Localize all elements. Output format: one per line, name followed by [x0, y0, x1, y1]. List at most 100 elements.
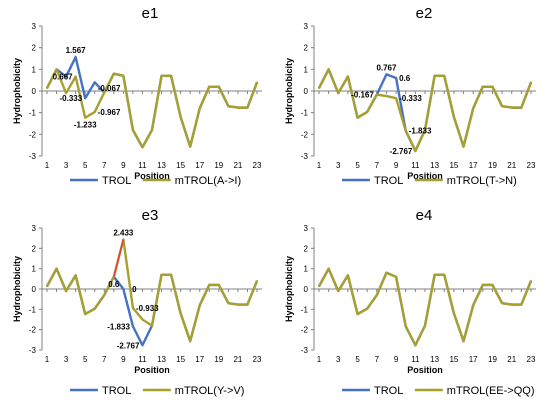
data-point-trol — [141, 344, 144, 347]
data-point-mtrol — [347, 75, 349, 78]
data-point-mtrol — [198, 107, 201, 110]
data-point-mtrol — [227, 105, 230, 107]
x-tick-label: 5 — [83, 355, 88, 364]
data-point-mtrol — [404, 129, 407, 132]
data-label: 0.667 — [53, 73, 74, 82]
data-point-trol — [122, 288, 125, 290]
y-tick-label: -2 — [29, 326, 37, 335]
data-point-trol — [385, 73, 388, 76]
data-point-mtrol — [404, 325, 407, 328]
data-point-mtrol — [256, 81, 258, 84]
data-point-mtrol — [179, 116, 182, 118]
data-point-mtrol — [113, 72, 115, 75]
data-point-mtrol — [366, 307, 368, 310]
legend-label-trol: TROL — [374, 385, 403, 397]
data-point-mtrol — [141, 146, 144, 149]
data-point-mtrol — [132, 129, 134, 131]
y-tick-label: -3 — [29, 346, 37, 355]
y-tick-label: 1 — [32, 65, 37, 74]
x-tick-label: 7 — [375, 355, 380, 364]
data-point-mtrol — [453, 312, 455, 315]
chart-title: e1 — [142, 5, 159, 22]
x-tick-label: 1 — [45, 161, 50, 170]
x-tick-label: 3 — [336, 355, 341, 364]
data-point-mtrol — [510, 106, 513, 109]
y-tick-label: 2 — [304, 244, 309, 253]
data-point-mtrol — [337, 290, 340, 292]
legend-label-mtrol: mTROL(T->N) — [447, 175, 517, 187]
data-point-trol — [93, 81, 96, 84]
data-point-mtrol — [385, 95, 388, 97]
data-point-trol — [65, 75, 67, 78]
data-point-mtrol — [170, 75, 172, 77]
y-tick-label: 0 — [304, 285, 309, 294]
y-tick-label: 3 — [32, 224, 37, 233]
y-tick-label: -3 — [29, 152, 37, 161]
data-point-mtrol — [414, 150, 417, 152]
x-tick-label: 9 — [121, 161, 126, 170]
y-axis-label: Hydrophobicity — [12, 256, 22, 322]
y-tick-label: -2 — [301, 326, 309, 335]
data-point-mtrol — [93, 307, 96, 310]
data-point-mtrol — [433, 75, 436, 77]
data-point-mtrol — [327, 68, 330, 71]
data-point-trol — [132, 325, 134, 328]
data-point-mtrol — [84, 116, 86, 119]
x-tick-label: 11 — [138, 355, 147, 364]
y-tick-label: -2 — [29, 130, 37, 139]
x-tick-label: 17 — [469, 161, 478, 170]
data-label: 0.767 — [376, 63, 397, 72]
y-tick-label: -1 — [301, 109, 309, 118]
data-point-mtrol — [327, 267, 330, 270]
y-tick-label: -1 — [301, 305, 309, 314]
data-point-mtrol — [151, 129, 153, 131]
y-tick-label: 2 — [304, 44, 309, 53]
x-tick-label: 7 — [102, 355, 107, 364]
x-tick-label: 9 — [394, 355, 399, 364]
data-label: -0.333 — [59, 94, 82, 103]
data-point-mtrol — [218, 85, 220, 88]
y-tick-label: 1 — [304, 265, 309, 274]
y-tick-label: 3 — [304, 22, 309, 31]
x-tick-label: 19 — [488, 355, 497, 364]
y-tick-label: 3 — [304, 224, 309, 233]
data-point-mtrol — [93, 111, 96, 113]
data-point-mtrol — [65, 290, 67, 292]
data-label: 1.567 — [66, 46, 87, 55]
x-tick-label: 15 — [449, 355, 458, 364]
x-tick-label: 19 — [488, 161, 497, 170]
x-tick-label: 7 — [102, 161, 107, 170]
series-line-trol — [317, 267, 533, 347]
x-tick-label: 13 — [157, 355, 166, 364]
y-axis-label: Hydrophobicity — [284, 256, 294, 322]
chart-title: e2 — [416, 5, 433, 22]
x-tick-label: 5 — [355, 161, 360, 170]
data-point-mtrol — [170, 273, 172, 276]
x-tick-label: 19 — [214, 161, 223, 170]
data-label: -0.933 — [136, 304, 159, 313]
y-tick-label: 0 — [32, 285, 37, 294]
y-tick-label: -3 — [301, 346, 309, 355]
data-point-mtrol — [132, 307, 134, 309]
data-point-mtrol — [208, 284, 211, 286]
data-point-mtrol — [198, 304, 201, 307]
data-point-mtrol — [424, 129, 426, 131]
y-tick-label: -1 — [29, 305, 37, 314]
data-point-mtrol — [472, 107, 474, 110]
series-line-mtrol — [317, 267, 533, 347]
x-tick-label: 11 — [411, 161, 420, 170]
x-tick-label: 3 — [64, 161, 69, 170]
data-point-mtrol — [356, 116, 359, 119]
data-point-mtrol — [55, 267, 58, 270]
x-tick-label: 23 — [253, 355, 262, 364]
x-tick-label: 7 — [375, 161, 380, 170]
data-label: -0.067 — [98, 84, 121, 93]
data-point-mtrol — [482, 284, 484, 286]
x-tick-label: 23 — [253, 161, 262, 170]
data-point-mtrol — [179, 312, 182, 315]
x-tick-label: 5 — [355, 355, 360, 364]
data-point-mtrol — [491, 85, 494, 88]
y-tick-label: 0 — [32, 87, 37, 96]
